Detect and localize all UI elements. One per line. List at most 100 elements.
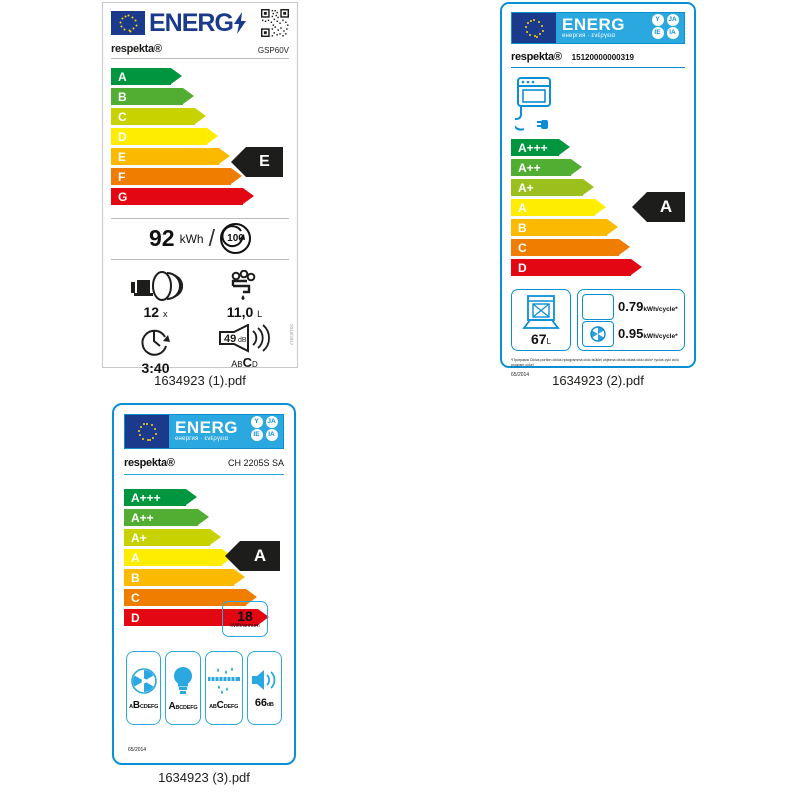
energy-scale: A+++ A++ A+ A B C D [124,489,284,629]
scale-grade: A [131,550,140,565]
scale-row: B [124,569,284,586]
spec-place-settings: 12 x [111,270,200,320]
lang-badge: JA [265,415,278,428]
brand-name: respekta® [124,457,175,469]
energy-unit: kWh [179,231,204,246]
oven-specs-row: 67L 0.79kWh/cycle* 0 [511,289,685,351]
dishes-stack-icon [130,271,183,301]
scale-row: B [511,219,685,236]
annual-unit: kWh/annum [230,623,260,629]
energy-label-dishwasher: ENERG [102,2,298,388]
scale-grade: A+ [131,530,147,545]
scale-row: G [111,188,289,205]
brand-name: respekta® [111,43,162,55]
spec-value: 11,0 L [226,304,263,320]
rating-grade: A [253,546,267,565]
class-cell-grease-filter: ABCDEFG [204,651,243,725]
fan-forced-heating-icon [582,320,614,347]
scale-row: A [111,68,289,85]
rating-grade: A [659,197,673,216]
scale-row: D [111,128,289,145]
scale-grade: A [118,69,127,84]
energy-scale-area: A+++ A++ A+ A B C D A [511,139,685,283]
language-badges: Y JA IE IA [249,415,283,448]
lang-badge: Y [651,13,664,26]
label-sheet: ENERG енергия · ενέργεια Y JA IE IA resp… [500,2,696,378]
scale-row: A++ [511,159,685,176]
class-scale: ABCDEFG [129,699,159,711]
scale-grade: B [131,570,140,585]
cycles-count: 100 [227,233,244,244]
scale-bar: A [124,549,233,566]
scale-bar: E [111,148,230,165]
model-name: 15120000000319 [571,52,634,62]
cycles-icon: 100 [219,223,251,254]
scale-row: A [511,199,685,216]
scale-row: A+ [124,529,284,546]
energ-logo: ENERG [111,11,247,36]
class-cell-fluid-dynamic: ABCDEFG [126,651,162,725]
energy-label-hood: ENERG енергия · ενέργεια Y JA IE IA resp… [112,403,296,785]
file-name: 1634923 (3).pdf [158,770,250,785]
energy-scale: A+++ A++ A+ A B C D [511,139,685,279]
oven-cycles-box: 0.79kWh/cycle* 0.95kWh/cycle* [577,289,685,351]
noise-class-active: C [242,355,252,370]
rating-grade: E [259,153,270,170]
scale-grade: C [131,590,140,605]
energy-value: 92 [149,225,175,251]
grease-filter-icon [207,666,240,694]
scale-grade: C [118,109,127,124]
scale-grade: D [131,610,140,625]
footer-area: *Програма Ciklus portion ciklus nplogram… [511,358,685,378]
clock-icon [140,329,170,356]
label-sheet: ENERG енергия · ενέργεια Y JA IE IA resp… [112,403,296,765]
energy-label-oven: ENERG енергия · ενέργεια Y JA IE IA resp… [500,2,696,388]
spec-value: 12 x [143,304,168,320]
brand-name: respekta® [511,51,562,63]
noise-value: 66dB [254,697,274,709]
label-header: ENERG енергия · ενέργεια Y JA IE IA [511,12,685,44]
energy-scale-area: A+++ A++ A+ A B C D A [124,489,284,633]
regulation-number: 65/2014 [128,747,147,753]
scale-bar: A+++ [124,489,197,506]
oven-volume-box: 67L [511,289,571,351]
energy-scale: A B C D E F G [111,68,289,208]
scale-row: D [511,259,685,276]
specs-grid: 12 x 11,0 L 3:40 [111,270,289,376]
class-scale: ABCDEFG [209,699,239,711]
scale-grade: F [118,169,126,184]
lightning-bolt-icon [233,12,246,34]
scale-bar: A+ [511,179,594,196]
energ-subtitle: енергия · ενέργεια [175,436,229,442]
scale-grade: A [518,200,527,215]
scale-grade: A++ [131,510,154,525]
rating-arrow: A [225,541,280,571]
scale-row: A+++ [511,139,685,156]
scale-grade: B [118,89,127,104]
oven-with-plug-icon [512,77,551,131]
model-name: GSP60V [257,46,289,55]
scale-row: C [124,589,284,606]
brand-model-row: respekta® GSP60V [111,43,289,59]
spec-water: 11,0 L [200,270,289,320]
scale-bar: C [111,108,206,125]
rating-arrow: A [632,192,685,222]
speaker-noise-icon: 49 dB [218,324,270,353]
scale-bar: G [111,188,254,205]
oven-cavity-icon [522,294,560,329]
energ-subtitle: енергия · ενέργεια [562,32,616,39]
scale-row: B [111,88,289,105]
scale-row: C [111,108,289,125]
brand-model-row: respekta® CH 2205S SA [124,457,284,475]
label-header: ENERG енергия · ενέργεια Y JA IE IA [124,414,284,449]
eu-flag-icon [512,13,556,43]
scale-row: A++ [124,509,284,526]
cycle-row-fan: 0.95kWh/cycle* [582,320,680,347]
class-scale: ABCDEFG [168,700,198,712]
scale-grade: D [118,129,127,144]
divider [511,67,685,68]
brand-model-row: respekta® 15120000000319 [511,51,685,63]
qr-code-icon [261,9,289,37]
scale-bar: C [124,589,257,606]
scale-bar: A+ [124,529,221,546]
